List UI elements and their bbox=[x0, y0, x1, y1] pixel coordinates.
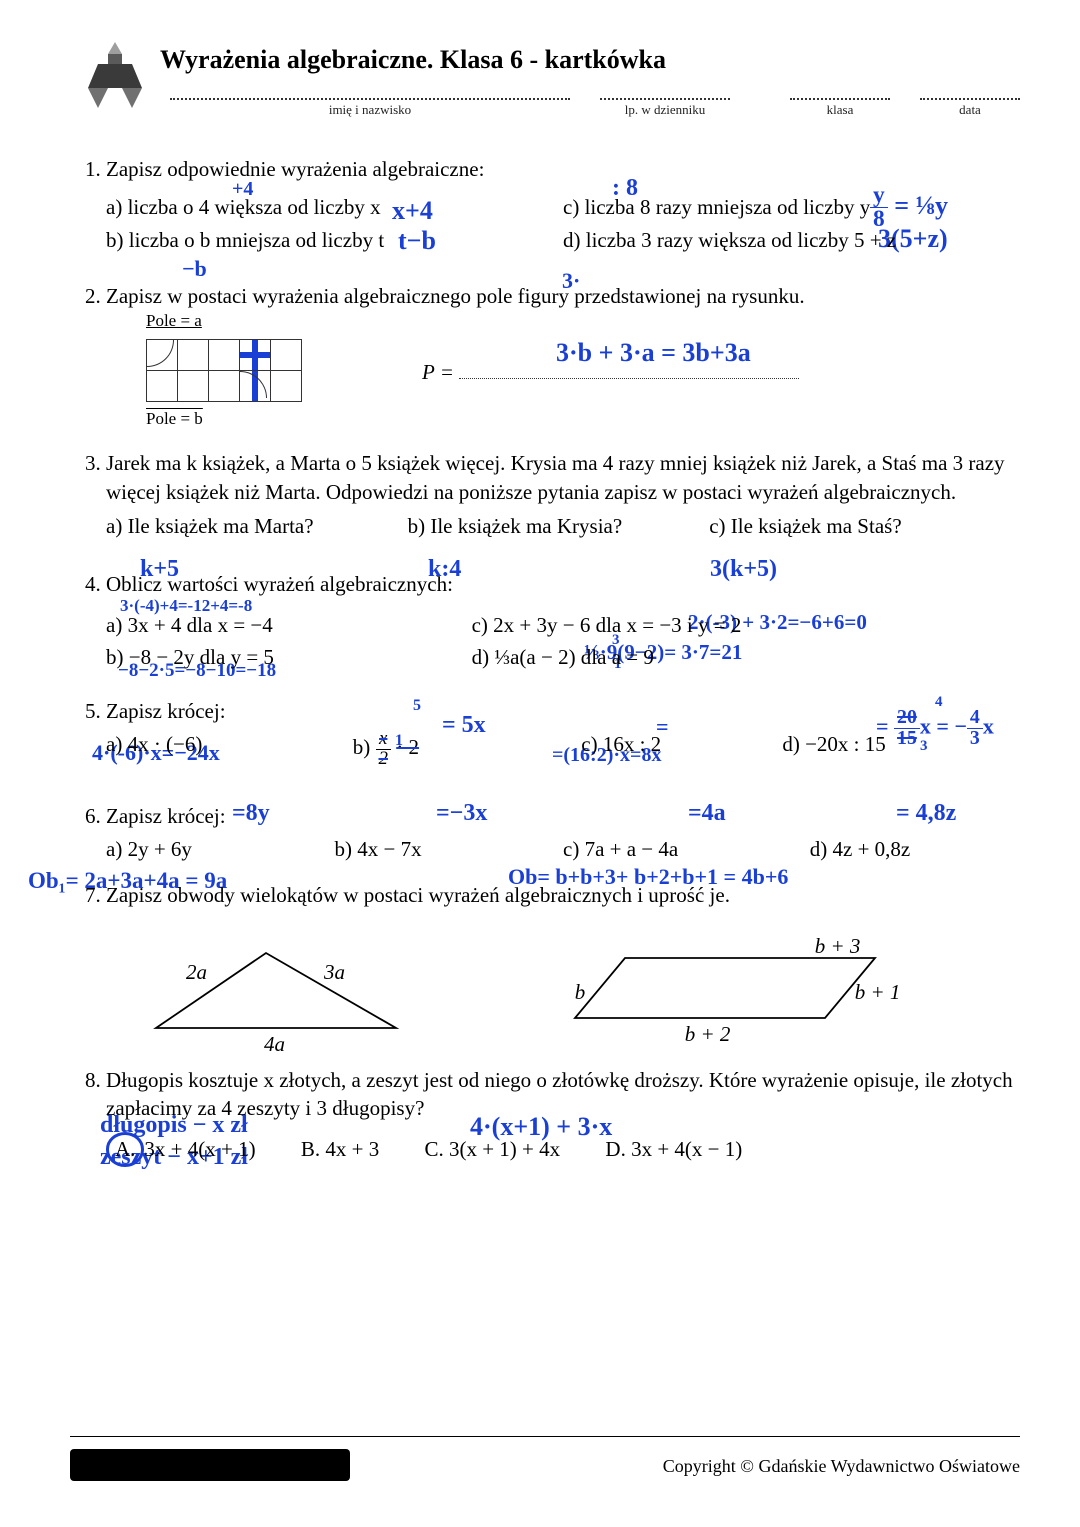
par-b: b + 2 bbox=[685, 1020, 731, 1048]
par-t: b + 3 bbox=[815, 932, 861, 960]
q1-stem: Zapisz odpowiednie wyrażenia algebraiczn… bbox=[106, 155, 1020, 183]
footer-rule bbox=[70, 1436, 1020, 1437]
task-list: Zapisz odpowiednie wyrażenia algebraiczn… bbox=[70, 155, 1020, 1167]
q8-B: B. 4x + 3 bbox=[301, 1135, 379, 1163]
q8-D: D. 3x + 4(x − 1) bbox=[605, 1135, 742, 1163]
q8-C: C. 3(x + 1) + 4x bbox=[424, 1135, 560, 1163]
task-4: Oblicz wartości wyrażeń algebraicznych: … bbox=[106, 570, 1020, 671]
q4d: d) ⅓a(a − 2) dla a = 9 bbox=[472, 643, 1020, 671]
q1c: c) liczba 8 razy mniejsza od liczby y bbox=[563, 193, 1020, 221]
task-1: Zapisz odpowiednie wyrażenia algebraiczn… bbox=[106, 155, 1020, 254]
tri-l: 2a bbox=[186, 958, 207, 986]
q5b-pre: b) bbox=[353, 735, 376, 759]
q6a: a) 2y + 6y bbox=[106, 835, 335, 863]
task-3: Jarek ma k książek, a Marta o 5 książek … bbox=[106, 449, 1020, 540]
p-equals: P = bbox=[422, 360, 454, 384]
q5b-25: · 2 bbox=[396, 735, 419, 759]
q8-A: A. 3x + 4(x + 1) bbox=[106, 1132, 256, 1166]
q5b-den: 2 bbox=[376, 750, 391, 769]
worksheet-title: Wyrażenia algebraiczne. Klasa 6 - kartkó… bbox=[160, 45, 666, 75]
par-l: b bbox=[575, 978, 586, 1006]
q4a: a) 3x + 4 dla x = −4 bbox=[106, 611, 472, 639]
circled-a-icon: A. bbox=[106, 1132, 144, 1166]
q5a: a) 4x · (−6) bbox=[106, 730, 353, 769]
triangle-figure bbox=[136, 938, 436, 1048]
field-date: data bbox=[920, 98, 1020, 118]
copyright: Copyright © Gdańskie Wydawnictwo Oświato… bbox=[663, 1456, 1020, 1477]
q5c: c) 16x : 2 bbox=[581, 730, 782, 769]
q5d: d) −20x : 15 bbox=[782, 730, 1020, 769]
tri-b: 4a bbox=[264, 1030, 285, 1058]
task-7: Zapisz obwody wielokątów w postaci wyraż… bbox=[106, 881, 1020, 1047]
q7-stem: Zapisz obwody wielokątów w postaci wyraż… bbox=[106, 881, 1020, 909]
task-2: Zapisz w postaci wyrażenia algebraiczneg… bbox=[106, 282, 1020, 431]
q3b: b) Ile książek ma Krysia? bbox=[408, 512, 710, 540]
field-name: imię i nazwisko bbox=[170, 98, 570, 118]
q6-stem: Zapisz krócej: bbox=[106, 802, 1020, 830]
q5-stem: Zapisz krócej: bbox=[106, 697, 1020, 725]
publisher-logo bbox=[80, 40, 150, 110]
q3c: c) Ile książek ma Staś? bbox=[709, 512, 1011, 540]
q1b: b) liczba o b mniejsza od liczby t bbox=[106, 226, 563, 254]
q6b: b) 4x − 7x bbox=[335, 835, 564, 863]
q8-A-expr: 3x + 4(x + 1) bbox=[144, 1137, 255, 1161]
q1d: d) liczba 3 razy większa od liczby 5 + z bbox=[563, 226, 1020, 254]
field-class: klasa bbox=[790, 98, 890, 118]
pole-a: Pole = a bbox=[146, 310, 302, 333]
area-figure bbox=[146, 339, 302, 402]
q8-stem: Długopis kosztuje x złotych, a zeszyt je… bbox=[106, 1066, 1020, 1123]
q1a: a) liczba o 4 większa od liczby x bbox=[106, 193, 563, 221]
q6d: d) 4z + 0,8z bbox=[810, 835, 1020, 863]
q3-stem: Jarek ma k książek, a Marta o 5 książek … bbox=[106, 449, 1020, 506]
par-r: b + 1 bbox=[855, 978, 901, 1006]
pole-b: Pole = b bbox=[146, 408, 302, 431]
task-5: Zapisz krócej: a) 4x · (−6) b) x2 · 2 c)… bbox=[106, 697, 1020, 768]
header-fields: imię i nazwisko lp. w dzienniku klasa da… bbox=[170, 98, 1020, 118]
q4-stem: Oblicz wartości wyrażeń algebraicznych: bbox=[106, 570, 1020, 598]
q4b: b) −8 − 2y dla y = 5 bbox=[106, 643, 472, 671]
tri-r: 3a bbox=[324, 958, 345, 986]
q3a: a) Ile książek ma Marta? bbox=[106, 512, 408, 540]
q6c: c) 7a + a − 4a bbox=[563, 835, 810, 863]
q5b-num: x bbox=[376, 730, 391, 750]
q2-stem: Zapisz w postaci wyrażenia algebraiczneg… bbox=[106, 282, 1020, 310]
q8-A-label: A. bbox=[115, 1137, 135, 1161]
q4c: c) 2x + 3y − 6 dla x = −3 i y = 2 bbox=[472, 611, 1020, 639]
q5b: b) x2 · 2 bbox=[353, 730, 582, 769]
field-lp: lp. w dzienniku bbox=[600, 98, 730, 118]
task-8: Długopis kosztuje x złotych, a zeszyt je… bbox=[106, 1066, 1020, 1167]
task-6: Zapisz krócej: a) 2y + 6y b) 4x − 7x c) … bbox=[106, 802, 1020, 863]
redaction-bar bbox=[70, 1449, 350, 1481]
